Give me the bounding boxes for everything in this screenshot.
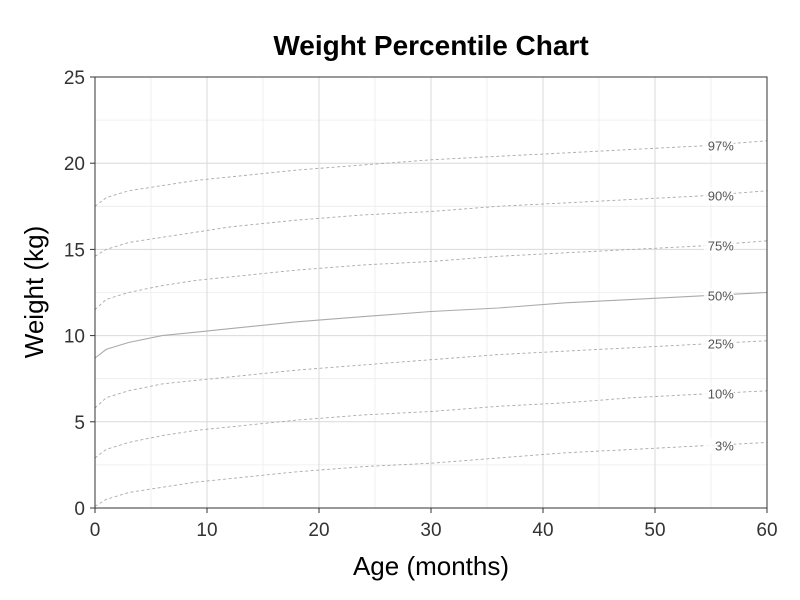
chart-title: Weight Percentile Chart [273,30,588,61]
x-tick-label: 30 [420,520,441,541]
curve-label-background [703,438,734,454]
y-tick-label: 20 [64,154,85,175]
x-tick-label: 40 [532,520,553,541]
x-tick-label: 10 [196,520,217,541]
curve-label-background [703,138,734,154]
curve-label-75pct: 75% [708,238,734,253]
x-tick-label: 50 [644,520,665,541]
curve-label-background [703,288,734,304]
x-tick-label: 60 [756,520,777,541]
y-tick-label: 15 [64,240,85,261]
curve-label-50pct: 50% [708,288,734,303]
x-axis-title: Age (months) [353,551,509,581]
curve-label-25pct: 25% [708,337,734,352]
series-layer [94,140,768,507]
series-line-90pct [94,190,768,257]
series-line-3pct [94,442,768,507]
curve-label-background [703,188,734,204]
y-tick-label: 0 [74,499,85,520]
x-axis-ticks: 0 10 20 30 40 50 60 [90,508,778,541]
x-tick-label: 0 [90,520,101,541]
curve-label-background [703,336,734,352]
curve-label-10pct: 10% [708,387,734,402]
curve-label-background [703,386,734,402]
curve-labels: 97% 90% 75% 50% 25% 10% 3% [703,138,734,454]
y-tick-label: 5 [74,413,85,434]
y-axis-title: Weight (kg) [19,226,49,358]
x-tick-label: 20 [308,520,329,541]
series-line-10pct [94,390,768,459]
series-line-75pct [94,240,768,311]
curve-label-97pct: 97% [708,138,734,153]
series-line-50pct [94,291,768,359]
y-tick-label: 10 [64,327,85,348]
curve-label-90pct: 90% [708,188,734,203]
y-tick-label: 25 [64,68,85,89]
series-line-97pct [94,140,768,207]
y-axis-ticks: 0 5 10 15 20 25 [64,68,95,520]
curve-label-background [703,238,734,254]
curve-label-3pct: 3% [715,438,734,453]
